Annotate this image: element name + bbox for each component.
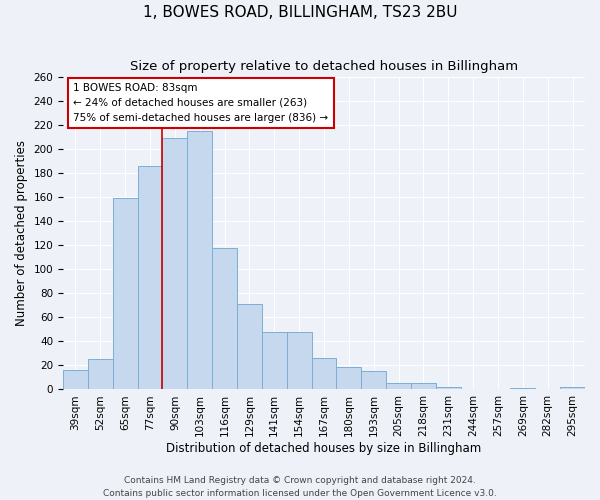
Bar xyxy=(163,138,187,390)
Text: 1, BOWES ROAD, BILLINGHAM, TS23 2BU: 1, BOWES ROAD, BILLINGHAM, TS23 2BU xyxy=(143,5,457,20)
Bar xyxy=(137,166,163,390)
Bar xyxy=(436,387,461,390)
Bar xyxy=(187,131,212,390)
X-axis label: Distribution of detached houses by size in Billingham: Distribution of detached houses by size … xyxy=(166,442,482,455)
Y-axis label: Number of detached properties: Number of detached properties xyxy=(15,140,28,326)
Bar xyxy=(212,248,237,390)
Bar xyxy=(311,358,337,390)
Bar xyxy=(113,198,137,390)
Bar xyxy=(337,366,361,390)
Bar xyxy=(88,360,113,390)
Bar xyxy=(411,384,436,390)
Title: Size of property relative to detached houses in Billingham: Size of property relative to detached ho… xyxy=(130,60,518,73)
Bar xyxy=(63,370,88,390)
Bar xyxy=(361,372,386,390)
Bar xyxy=(386,384,411,390)
Text: Contains HM Land Registry data © Crown copyright and database right 2024.
Contai: Contains HM Land Registry data © Crown c… xyxy=(103,476,497,498)
Text: 1 BOWES ROAD: 83sqm
← 24% of detached houses are smaller (263)
75% of semi-detac: 1 BOWES ROAD: 83sqm ← 24% of detached ho… xyxy=(73,83,329,123)
Bar xyxy=(287,332,311,390)
Bar xyxy=(560,387,585,390)
Bar xyxy=(262,332,287,390)
Bar xyxy=(511,388,535,390)
Bar xyxy=(237,304,262,390)
